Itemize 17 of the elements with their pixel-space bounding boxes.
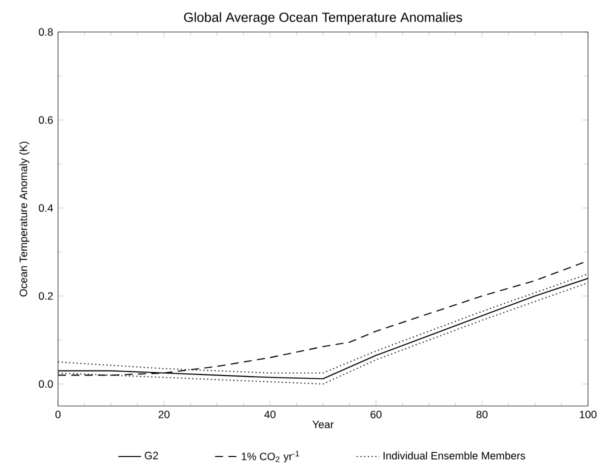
y-tick-label: 0.2 [38, 292, 53, 300]
x-tick-label: 0 [55, 410, 61, 418]
x-tick-label: 40 [264, 410, 276, 418]
y-tick-label: 0.6 [38, 116, 53, 124]
legend-label: 1% CO$_{2}$ yr$^{-1}$ [242, 450, 300, 462]
legend-label: G2 [144, 452, 158, 460]
legend-label: Individual Ensemble Members [384, 452, 526, 460]
x-tick-label: 60 [370, 410, 382, 418]
chart-title: Global Average Ocean Temperature Anomalies [184, 12, 462, 25]
y-tick-label: 0.4 [38, 204, 53, 212]
y-tick-label: 0.0 [38, 380, 53, 388]
x-tick-label: 100 [580, 410, 596, 418]
y-tick-label: 0.8 [38, 28, 53, 36]
x-tick-label: 80 [476, 410, 488, 418]
x-tick-label: 20 [158, 410, 170, 418]
x-axis-title: Year [312, 420, 334, 428]
y-axis-title: Ocean Temperature Anomaly (K) [19, 142, 30, 296]
